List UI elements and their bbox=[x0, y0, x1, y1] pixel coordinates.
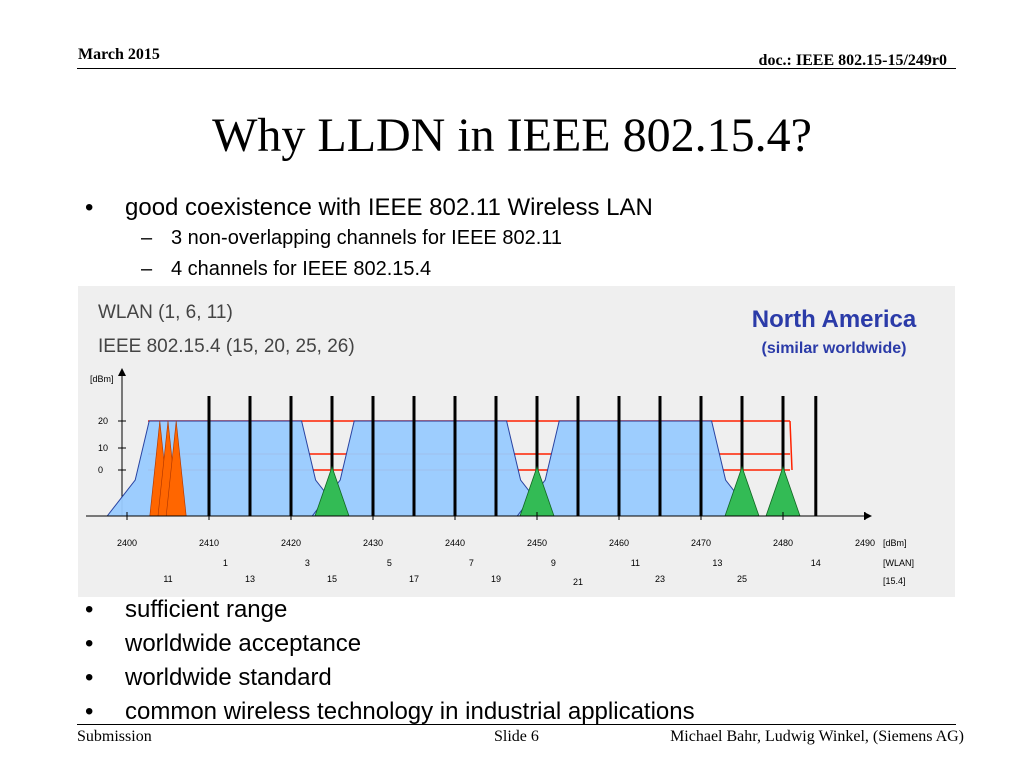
dash-marker: – bbox=[141, 227, 153, 249]
wlan-channels bbox=[106, 420, 755, 517]
wlan-channel-label: 13 bbox=[712, 558, 722, 568]
x-axis-arrow bbox=[864, 512, 872, 520]
bullet-standard: worldwide standard bbox=[125, 664, 332, 691]
footer-rule bbox=[77, 724, 956, 725]
x-tick-label: 2460 bbox=[609, 538, 629, 548]
wlan-channel-label: 9 bbox=[551, 558, 556, 568]
x-tick-label: 2490 bbox=[855, 538, 875, 548]
wlan-unit-label: [WLAN] bbox=[883, 558, 914, 568]
wlan-channel-label: 5 bbox=[387, 558, 392, 568]
y-tick-label: 0 bbox=[98, 465, 103, 475]
y-unit-label: [dBm] bbox=[90, 374, 114, 384]
wlan-channel bbox=[516, 420, 755, 517]
legend-zigbee: IEEE 802.15.4 (15, 20, 25, 26) bbox=[98, 336, 355, 357]
wlan-channel-label: 11 bbox=[631, 558, 640, 568]
zigbee-channel-labels: 11 13 15 17 19 21 23 25 [15.4] bbox=[163, 574, 905, 587]
mask-line bbox=[789, 420, 793, 471]
bullet-marker: • bbox=[85, 630, 94, 657]
wlan-channel-label: 1 bbox=[223, 558, 228, 568]
header-date: March 2015 bbox=[78, 46, 160, 63]
legend-wlan: WLAN (1, 6, 11) bbox=[98, 302, 233, 323]
frequency-chart: WLAN (1, 6, 11) IEEE 802.15.4 (15, 20, 2… bbox=[78, 286, 955, 597]
wlan-channel bbox=[106, 420, 345, 517]
region-title: North America bbox=[751, 306, 917, 333]
x-tick-label: 2440 bbox=[445, 538, 465, 548]
x-tick-label: 2480 bbox=[773, 538, 793, 548]
bullet-marker: • bbox=[85, 698, 94, 725]
zigbee-channel bbox=[765, 465, 801, 517]
header-rule bbox=[77, 68, 956, 69]
zigbee-channel-label: 19 bbox=[491, 574, 501, 584]
wlan-channel bbox=[311, 420, 550, 517]
y-ticks: 20 10 0 bbox=[98, 416, 126, 475]
zigbee-channel-label: 23 bbox=[655, 574, 665, 584]
sub-bullet-zigbee: 4 channels for IEEE 802.15.4 bbox=[171, 258, 432, 280]
x-unit-label: [dBm] bbox=[883, 538, 907, 548]
x-tick-label: 2470 bbox=[691, 538, 711, 548]
sub-bullet-wlan: 3 non-overlapping channels for IEEE 802.… bbox=[171, 227, 563, 249]
y-tick-label: 20 bbox=[98, 416, 108, 426]
zigbee-channel-label: 13 bbox=[245, 574, 255, 584]
wlan-channel-label: 3 bbox=[305, 558, 310, 568]
y-axis-arrow bbox=[118, 368, 126, 376]
zigbee-channels bbox=[149, 420, 801, 517]
footer-slide-number: Slide 6 bbox=[494, 728, 539, 745]
x-tick-label: 2430 bbox=[363, 538, 383, 548]
bullet-marker: • bbox=[85, 194, 94, 221]
bullet-coexistence: good coexistence with IEEE 802.11 Wirele… bbox=[125, 194, 653, 221]
x-tick-label: 2420 bbox=[281, 538, 301, 548]
bullet-marker: • bbox=[85, 664, 94, 691]
bullet-marker: • bbox=[85, 596, 94, 623]
slide-title: Why LLDN in IEEE 802.15.4? bbox=[212, 109, 812, 162]
wlan-channel-labels: 1 3 5 7 9 11 13 14 [WLAN] bbox=[223, 558, 914, 568]
x-tick-label: 2400 bbox=[117, 538, 137, 548]
y-tick-label: 10 bbox=[98, 443, 108, 453]
header-doc-id: doc.: IEEE 802.15-15/249r0 bbox=[758, 52, 947, 69]
dash-marker: – bbox=[141, 258, 153, 280]
x-tick-label: 2410 bbox=[199, 538, 219, 548]
wlan-channel-label: 7 bbox=[469, 558, 474, 568]
wlan-channel-label: 14 bbox=[811, 558, 821, 568]
bullet-acceptance: worldwide acceptance bbox=[125, 630, 362, 657]
zigbee-unit-label: [15.4] bbox=[883, 576, 906, 586]
zigbee-channel-label: 25 bbox=[737, 574, 747, 584]
x-tick-label: 2450 bbox=[527, 538, 547, 548]
footer-submission: Submission bbox=[77, 728, 152, 745]
zigbee-channel-label: 21 bbox=[573, 577, 583, 587]
bullet-range: sufficient range bbox=[125, 596, 288, 623]
bullet-industrial: common wireless technology in industrial… bbox=[125, 698, 695, 725]
zigbee-channel-label: 11 bbox=[163, 574, 172, 584]
footer-authors: Michael Bahr, Ludwig Winkel, (Siemens AG… bbox=[670, 728, 964, 745]
zigbee-channel-label: 17 bbox=[409, 574, 419, 584]
zigbee-channel-label: 15 bbox=[327, 574, 337, 584]
x-ticks: 2400 2410 2420 2430 2440 2450 2460 2470 2480 2490… bbox=[117, 512, 907, 548]
frequency-chart-svg: WLAN (1, 6, 11) IEEE 802.15.4 (15, 20, 2… bbox=[86, 302, 914, 587]
region-subtitle: (similar worldwide) bbox=[761, 340, 907, 357]
